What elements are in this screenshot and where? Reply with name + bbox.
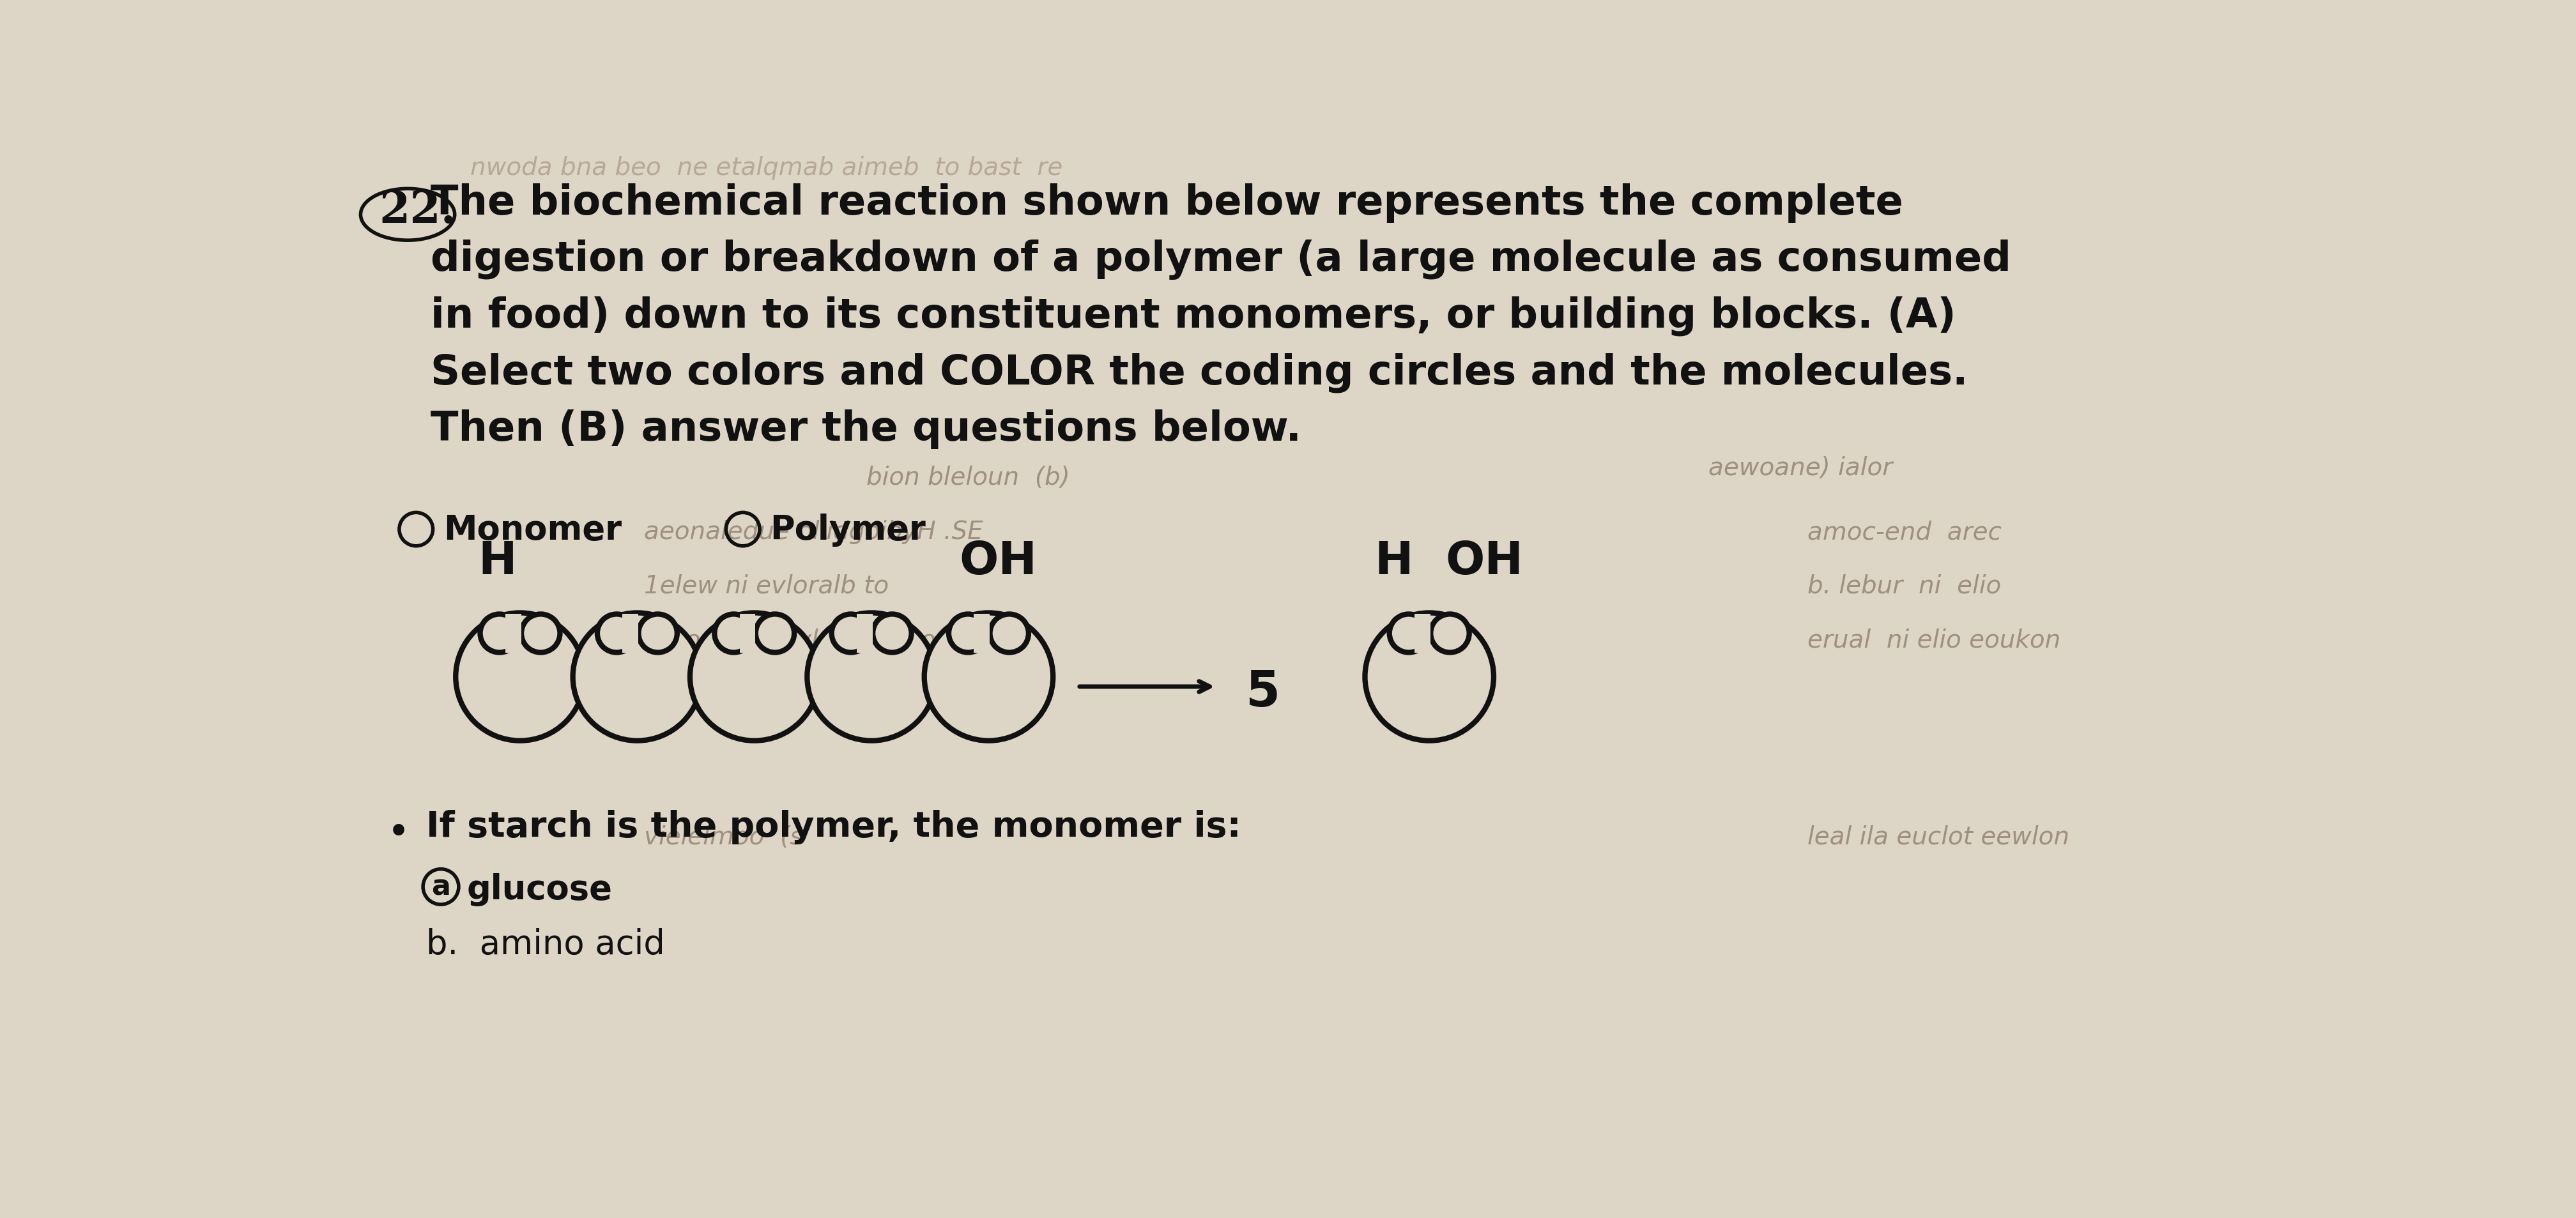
Text: aeonaledue ollidgoibyH .SE: aeonaledue ollidgoibyH .SE: [644, 520, 984, 544]
Circle shape: [639, 614, 677, 653]
Text: erual  ni elio eoukon: erual ni elio eoukon: [1808, 627, 2061, 652]
Text: OH: OH: [1445, 540, 1522, 583]
Bar: [858, 614, 873, 653]
Circle shape: [598, 614, 636, 653]
Circle shape: [479, 614, 518, 653]
Text: amoc-end  arec: amoc-end arec: [1808, 520, 2002, 544]
Text: Monomer: Monomer: [443, 513, 621, 546]
Text: in food) down to its constituent monomers, or building blocks. (A): in food) down to its constituent monomer…: [430, 296, 1955, 336]
Text: H: H: [479, 540, 518, 583]
Circle shape: [832, 614, 871, 653]
Text: Select two colors and COLOR the coding circles and the molecules.: Select two colors and COLOR the coding c…: [430, 352, 1968, 392]
Text: aewoane) ialor: aewoane) ialor: [1708, 456, 1893, 480]
Text: nwoda bna beo‌  ‌ne etalqmab aimeb  ‌to bast  re: nwoda bna beo‌ ‌ne etalqmab aimeb ‌to ba…: [471, 156, 1064, 180]
Circle shape: [873, 614, 912, 653]
Circle shape: [1365, 613, 1494, 741]
Bar: [974, 614, 989, 653]
Text: b. lebur  ni  elio: b. lebur ni elio: [1808, 574, 2002, 598]
Circle shape: [989, 614, 1028, 653]
Text: vielelmoo  (s: vielelmoo (s: [644, 825, 804, 849]
Circle shape: [520, 614, 559, 653]
Text: b.  amino acid: b. amino acid: [425, 928, 665, 961]
Bar: [1414, 614, 1430, 653]
Text: Polymer: Polymer: [770, 513, 925, 546]
Bar: [505, 614, 520, 653]
Text: 22.: 22.: [379, 189, 456, 231]
Circle shape: [925, 613, 1054, 741]
Circle shape: [690, 613, 819, 741]
Circle shape: [1388, 614, 1427, 653]
Text: a: a: [430, 873, 451, 900]
Text: OH: OH: [958, 540, 1038, 583]
Circle shape: [755, 614, 793, 653]
Text: •: •: [386, 815, 410, 853]
Text: The biochemical reaction shown below represents the complete: The biochemical reaction shown below rep…: [430, 183, 1904, 223]
Text: If starch is the polymer, the monomer is:: If starch is the polymer, the monomer is…: [425, 810, 1242, 844]
Text: Then (B) answer the questions below.: Then (B) answer the questions below.: [430, 409, 1301, 448]
Circle shape: [1430, 614, 1468, 653]
Text: leal ila euclot eewlon: leal ila euclot eewlon: [1808, 825, 2069, 849]
Text: glucose: glucose: [466, 873, 613, 906]
Circle shape: [572, 613, 701, 741]
Text: digestion or breakdown of a polymer (a large molecule as consumed: digestion or breakdown of a polymer (a l…: [430, 240, 2012, 280]
Text: H: H: [1376, 540, 1414, 583]
Text: 5: 5: [1247, 667, 1280, 716]
Circle shape: [456, 613, 585, 741]
Text: bion bleloun  (b): bion bleloun (b): [866, 465, 1069, 490]
Circle shape: [714, 614, 752, 653]
Bar: [739, 614, 755, 653]
Bar: [623, 614, 639, 653]
Text: 1elew ni evloralb to: 1elew ni evloralb to: [644, 574, 889, 598]
Circle shape: [806, 613, 935, 741]
Circle shape: [948, 614, 987, 653]
Text: 1)  oviceaib vletelgmoo  (: 1) oviceaib vletelgmoo (: [644, 627, 961, 652]
